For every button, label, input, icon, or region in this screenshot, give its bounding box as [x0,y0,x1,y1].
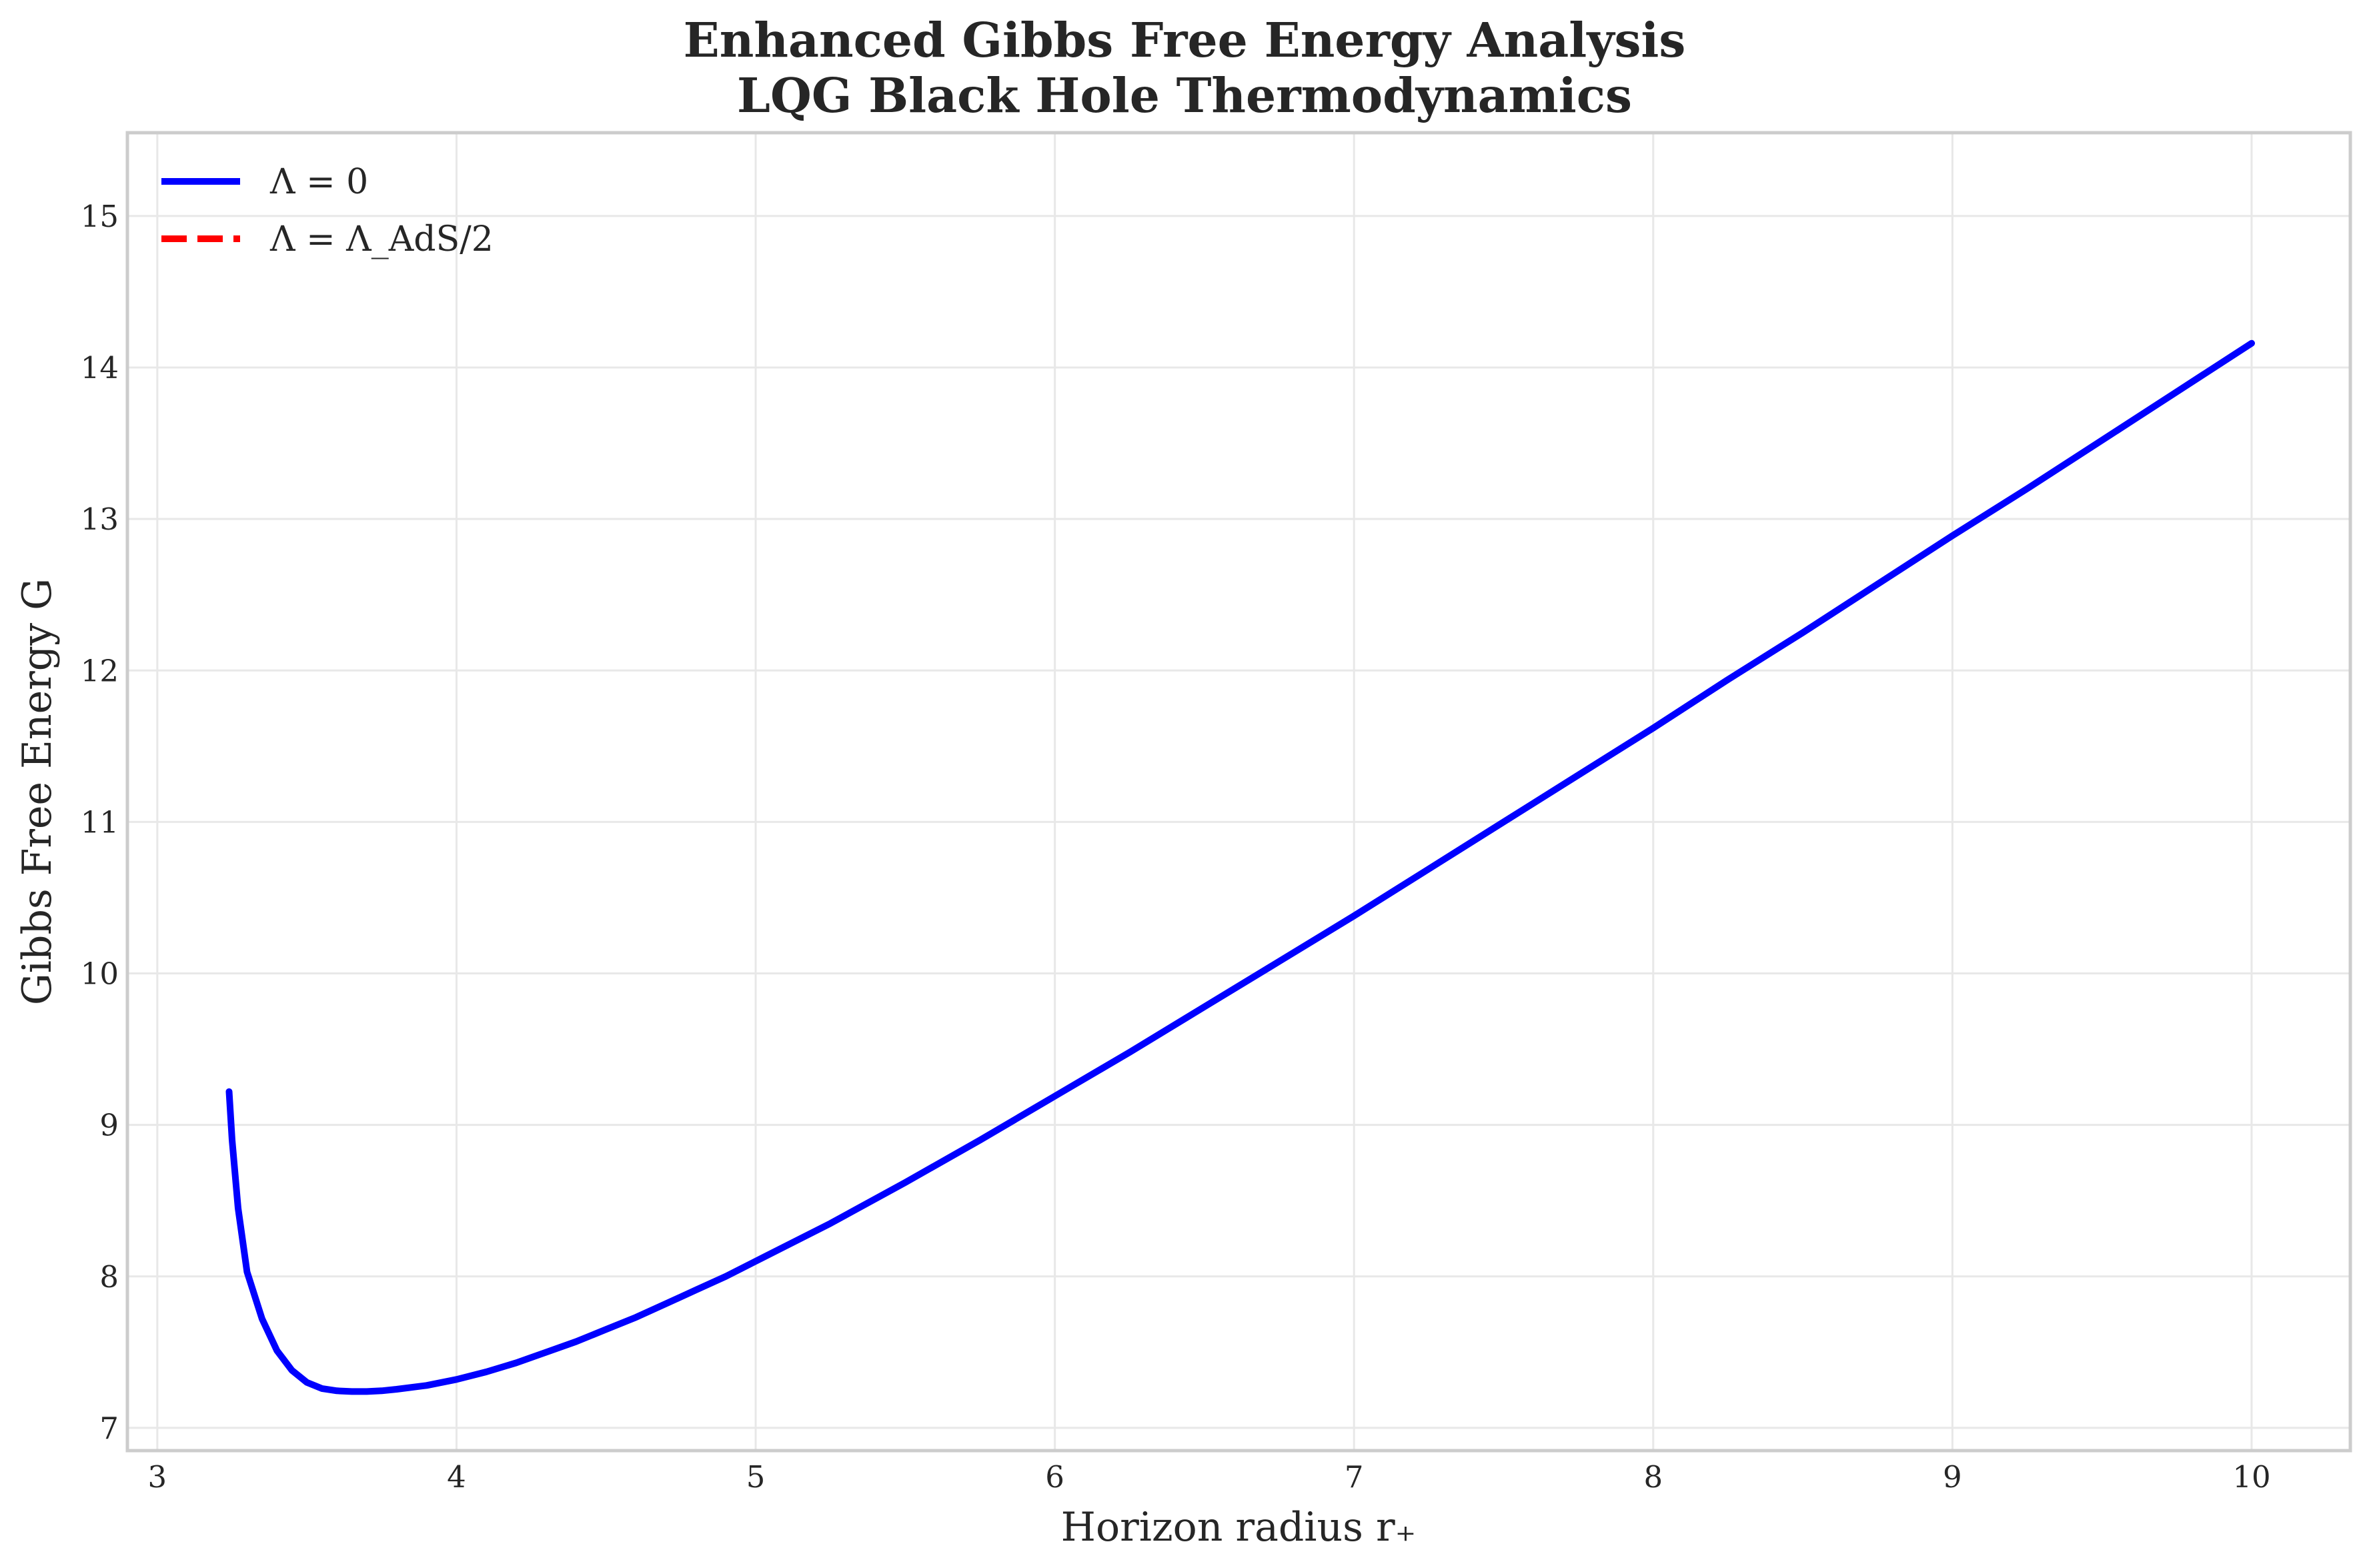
y-axis-label: Gibbs Free Energy G [14,578,61,1005]
y-tick-label: 11 [81,804,119,840]
x-axis-label: Horizon radius r₊ [1061,1504,1417,1551]
x-tick-label: 7 [1345,1459,1364,1495]
y-tick-label: 14 [81,350,119,385]
x-tick-labels: 3 4 5 6 7 8 9 10 [148,1459,2271,1495]
x-tick-label: 4 [447,1459,466,1495]
y-tick-label: 13 [81,502,119,537]
y-tick-label: 12 [81,653,119,688]
data-series [225,339,2255,1395]
x-tick-label: 6 [1045,1459,1064,1495]
x-tick-label: 9 [1943,1459,1962,1495]
series-line-0 [225,339,2255,1395]
grid-lines [127,133,2350,1451]
x-tick-label: 3 [148,1459,167,1495]
x-tick-label: 10 [2232,1459,2270,1495]
y-tick-label: 7 [99,1411,119,1446]
y-tick-label: 10 [81,956,119,992]
y-tick-labels: 7 8 9 10 11 12 13 14 15 [81,199,119,1446]
y-tick-label: 9 [99,1108,119,1143]
legend-label-lambda-ads: Λ = Λ_AdS/2 [269,219,494,259]
x-tick-label: 5 [746,1459,766,1495]
chart-title-line-1: Enhanced Gibbs Free Energy Analysis [684,12,1686,68]
legend: Λ = 0 Λ = Λ_AdS/2 [161,162,494,259]
y-tick-label: 15 [81,199,119,234]
legend-label-lambda-zero: Λ = 0 [269,162,368,202]
chart-title-line-2: LQG Black Hole Thermodynamics [737,67,1632,123]
x-tick-label: 8 [1643,1459,1663,1495]
plot-area-frame [125,131,2352,1453]
y-tick-label: 8 [99,1259,119,1295]
